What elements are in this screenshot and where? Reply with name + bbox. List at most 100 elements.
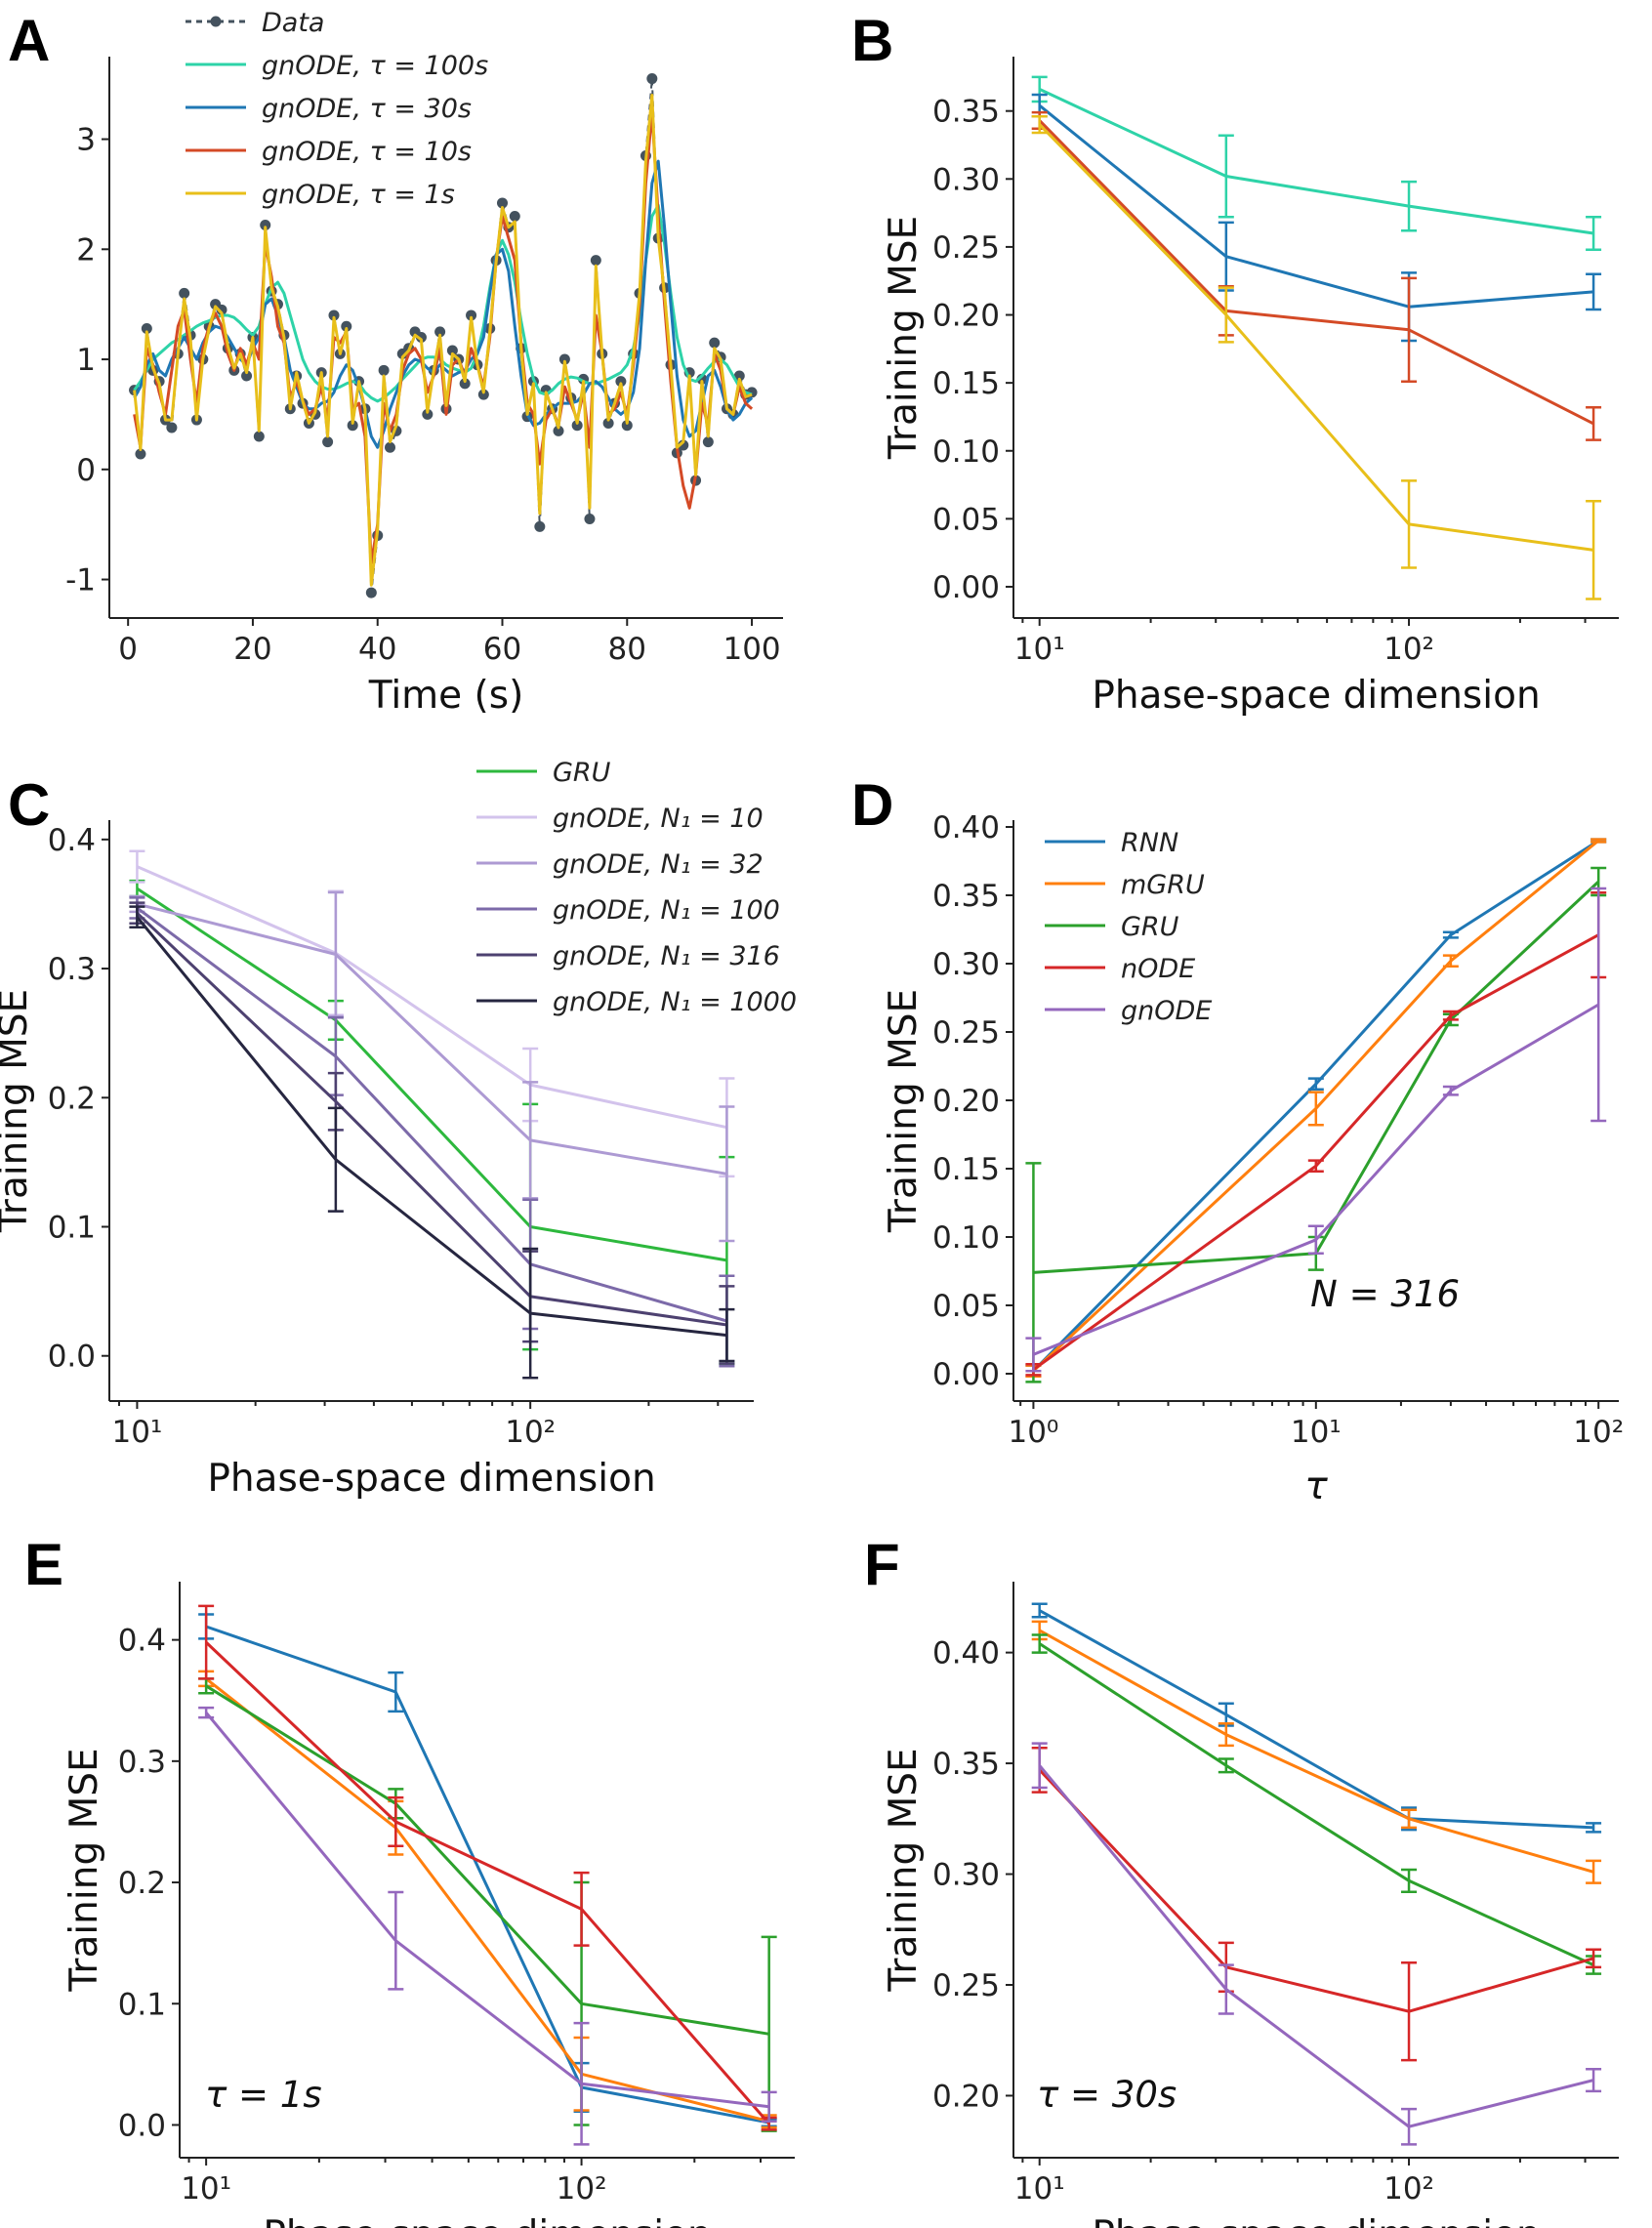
data-point (466, 309, 477, 321)
series-line-d-1 (1032, 839, 1600, 1373)
y-tick-label: 0.35 (932, 1747, 1000, 1782)
y-tick-label: 0.40 (932, 810, 1000, 846)
data-point (553, 425, 564, 436)
data-point (702, 436, 714, 448)
panel-label-b: B (851, 8, 893, 73)
y-tick-label: 0.10 (932, 434, 1000, 470)
y-tick-label: 0.3 (48, 952, 96, 987)
y-tick-label: 0.25 (932, 1968, 1000, 2003)
series-line-b-3 (1038, 123, 1594, 552)
x-tick-label: 80 (608, 632, 646, 667)
x-tick-label: 10² (1384, 2171, 1434, 2207)
data-point (446, 345, 458, 356)
y-tick-label: 0.0 (48, 1340, 96, 1375)
x-tick-label: 10² (1384, 632, 1434, 667)
x-tick-label: 10⁰ (1008, 1415, 1058, 1450)
data-point (135, 448, 146, 460)
legend-label: nODE (1121, 954, 1195, 984)
series-line-f-3 (1038, 1768, 1594, 2013)
series-line-f-0 (1038, 1609, 1594, 1830)
series-line-c-5 (136, 916, 727, 1338)
series-line-c-2 (137, 902, 727, 1176)
y-tick-label: -1 (65, 563, 96, 598)
series-line-e-0 (205, 1625, 769, 2125)
y-tick-label: 0.20 (932, 1084, 1000, 1119)
data-point (341, 320, 352, 332)
y-tick-label: 0 (76, 453, 96, 488)
legend-label: gnODE, N₁ = 32 (553, 849, 764, 880)
legend-label: gnODE, τ = 100s (262, 51, 488, 81)
series-line-d-3 (1032, 933, 1599, 1372)
y-tick-label: 0.05 (932, 1289, 1000, 1324)
y-tick-label: 0.15 (932, 1152, 1000, 1187)
panel-label-d: D (851, 772, 893, 838)
data-point (141, 322, 152, 334)
y-tick-label: 0.30 (932, 1858, 1000, 1893)
data-point (602, 417, 614, 429)
data-point (365, 587, 377, 598)
series-line-c-4 (136, 912, 727, 1327)
legend-label: gnODE, N₁ = 100 (553, 895, 780, 926)
y-tick-label: 0.35 (932, 879, 1000, 914)
x-tick-label: 10² (1573, 1415, 1624, 1450)
x-axis-title-d: τ (1304, 1465, 1328, 1508)
legend-label: gnODE, N₁ = 316 (553, 941, 780, 971)
y-tick-label: 0.25 (932, 230, 1000, 266)
data-point (260, 220, 271, 230)
legend-label: gnODE, τ = 10s (262, 137, 472, 167)
panel-label-c: C (8, 772, 50, 838)
series-line-c-0 (136, 887, 727, 1262)
y-axis-title-e: Training MSE (62, 1748, 106, 1992)
series-line-e-1 (205, 1677, 770, 2124)
x-tick-label: 10¹ (1014, 632, 1065, 667)
x-axis-title-f: Phase-space dimension (1092, 2213, 1540, 2228)
y-tick-label: 0.35 (932, 95, 1000, 130)
legend-label: Data (262, 8, 324, 38)
data-point (509, 210, 520, 222)
data-point (378, 364, 390, 376)
data-point (253, 431, 265, 442)
y-tick-label: 3 (76, 123, 96, 158)
series-line-c-3 (136, 906, 727, 1323)
data-point (347, 420, 358, 432)
data-point (590, 255, 601, 267)
y-tick-label: 0.0 (118, 2108, 166, 2143)
annotation-e: τ = 1s (205, 2074, 322, 2116)
legend-label: gnODE, τ = 30s (262, 94, 472, 124)
legend-marker (210, 16, 222, 27)
data-point (434, 326, 446, 338)
y-tick-label: 0.3 (118, 1745, 166, 1780)
y-tick-label: 0.00 (932, 570, 1000, 605)
x-tick-label: 60 (483, 632, 521, 667)
legend-label: gnODE, N₁ = 1000 (553, 987, 797, 1017)
series-line-a-4 (133, 94, 753, 587)
data-point (709, 337, 721, 349)
legend-label: GRU (553, 758, 611, 788)
data-point (216, 304, 227, 315)
y-tick-label: 0.30 (932, 162, 1000, 197)
x-tick-label: 10¹ (181, 2171, 231, 2207)
x-tick-label: 10¹ (111, 1415, 162, 1450)
x-axis-title-b: Phase-space dimension (1092, 674, 1540, 718)
data-point (241, 370, 253, 382)
legend-label: gnODE, τ = 1s (262, 180, 455, 210)
series-line-f-1 (1038, 1629, 1594, 1874)
series-line-d-4 (1032, 1003, 1599, 1356)
y-tick-label: 0.2 (48, 1081, 96, 1116)
y-tick-label: 0.4 (118, 1624, 166, 1659)
legend-label: GRU (1121, 912, 1179, 942)
series-line-b-1 (1038, 103, 1594, 309)
y-tick-label: 0.00 (932, 1357, 1000, 1392)
y-tick-label: 0.30 (932, 947, 1000, 982)
y-tick-label: 0.25 (932, 1015, 1000, 1051)
data-point (571, 420, 583, 432)
y-tick-label: 0.2 (118, 1866, 166, 1901)
y-tick-label: 0.20 (932, 2079, 1000, 2114)
x-tick-label: 10² (557, 2171, 607, 2207)
series-line-d-2 (1033, 880, 1600, 1274)
series-line-b-0 (1039, 88, 1594, 235)
legend-label: gnODE, N₁ = 10 (553, 804, 764, 834)
y-tick-label: 0.40 (932, 1636, 1000, 1671)
data-point (328, 309, 340, 321)
